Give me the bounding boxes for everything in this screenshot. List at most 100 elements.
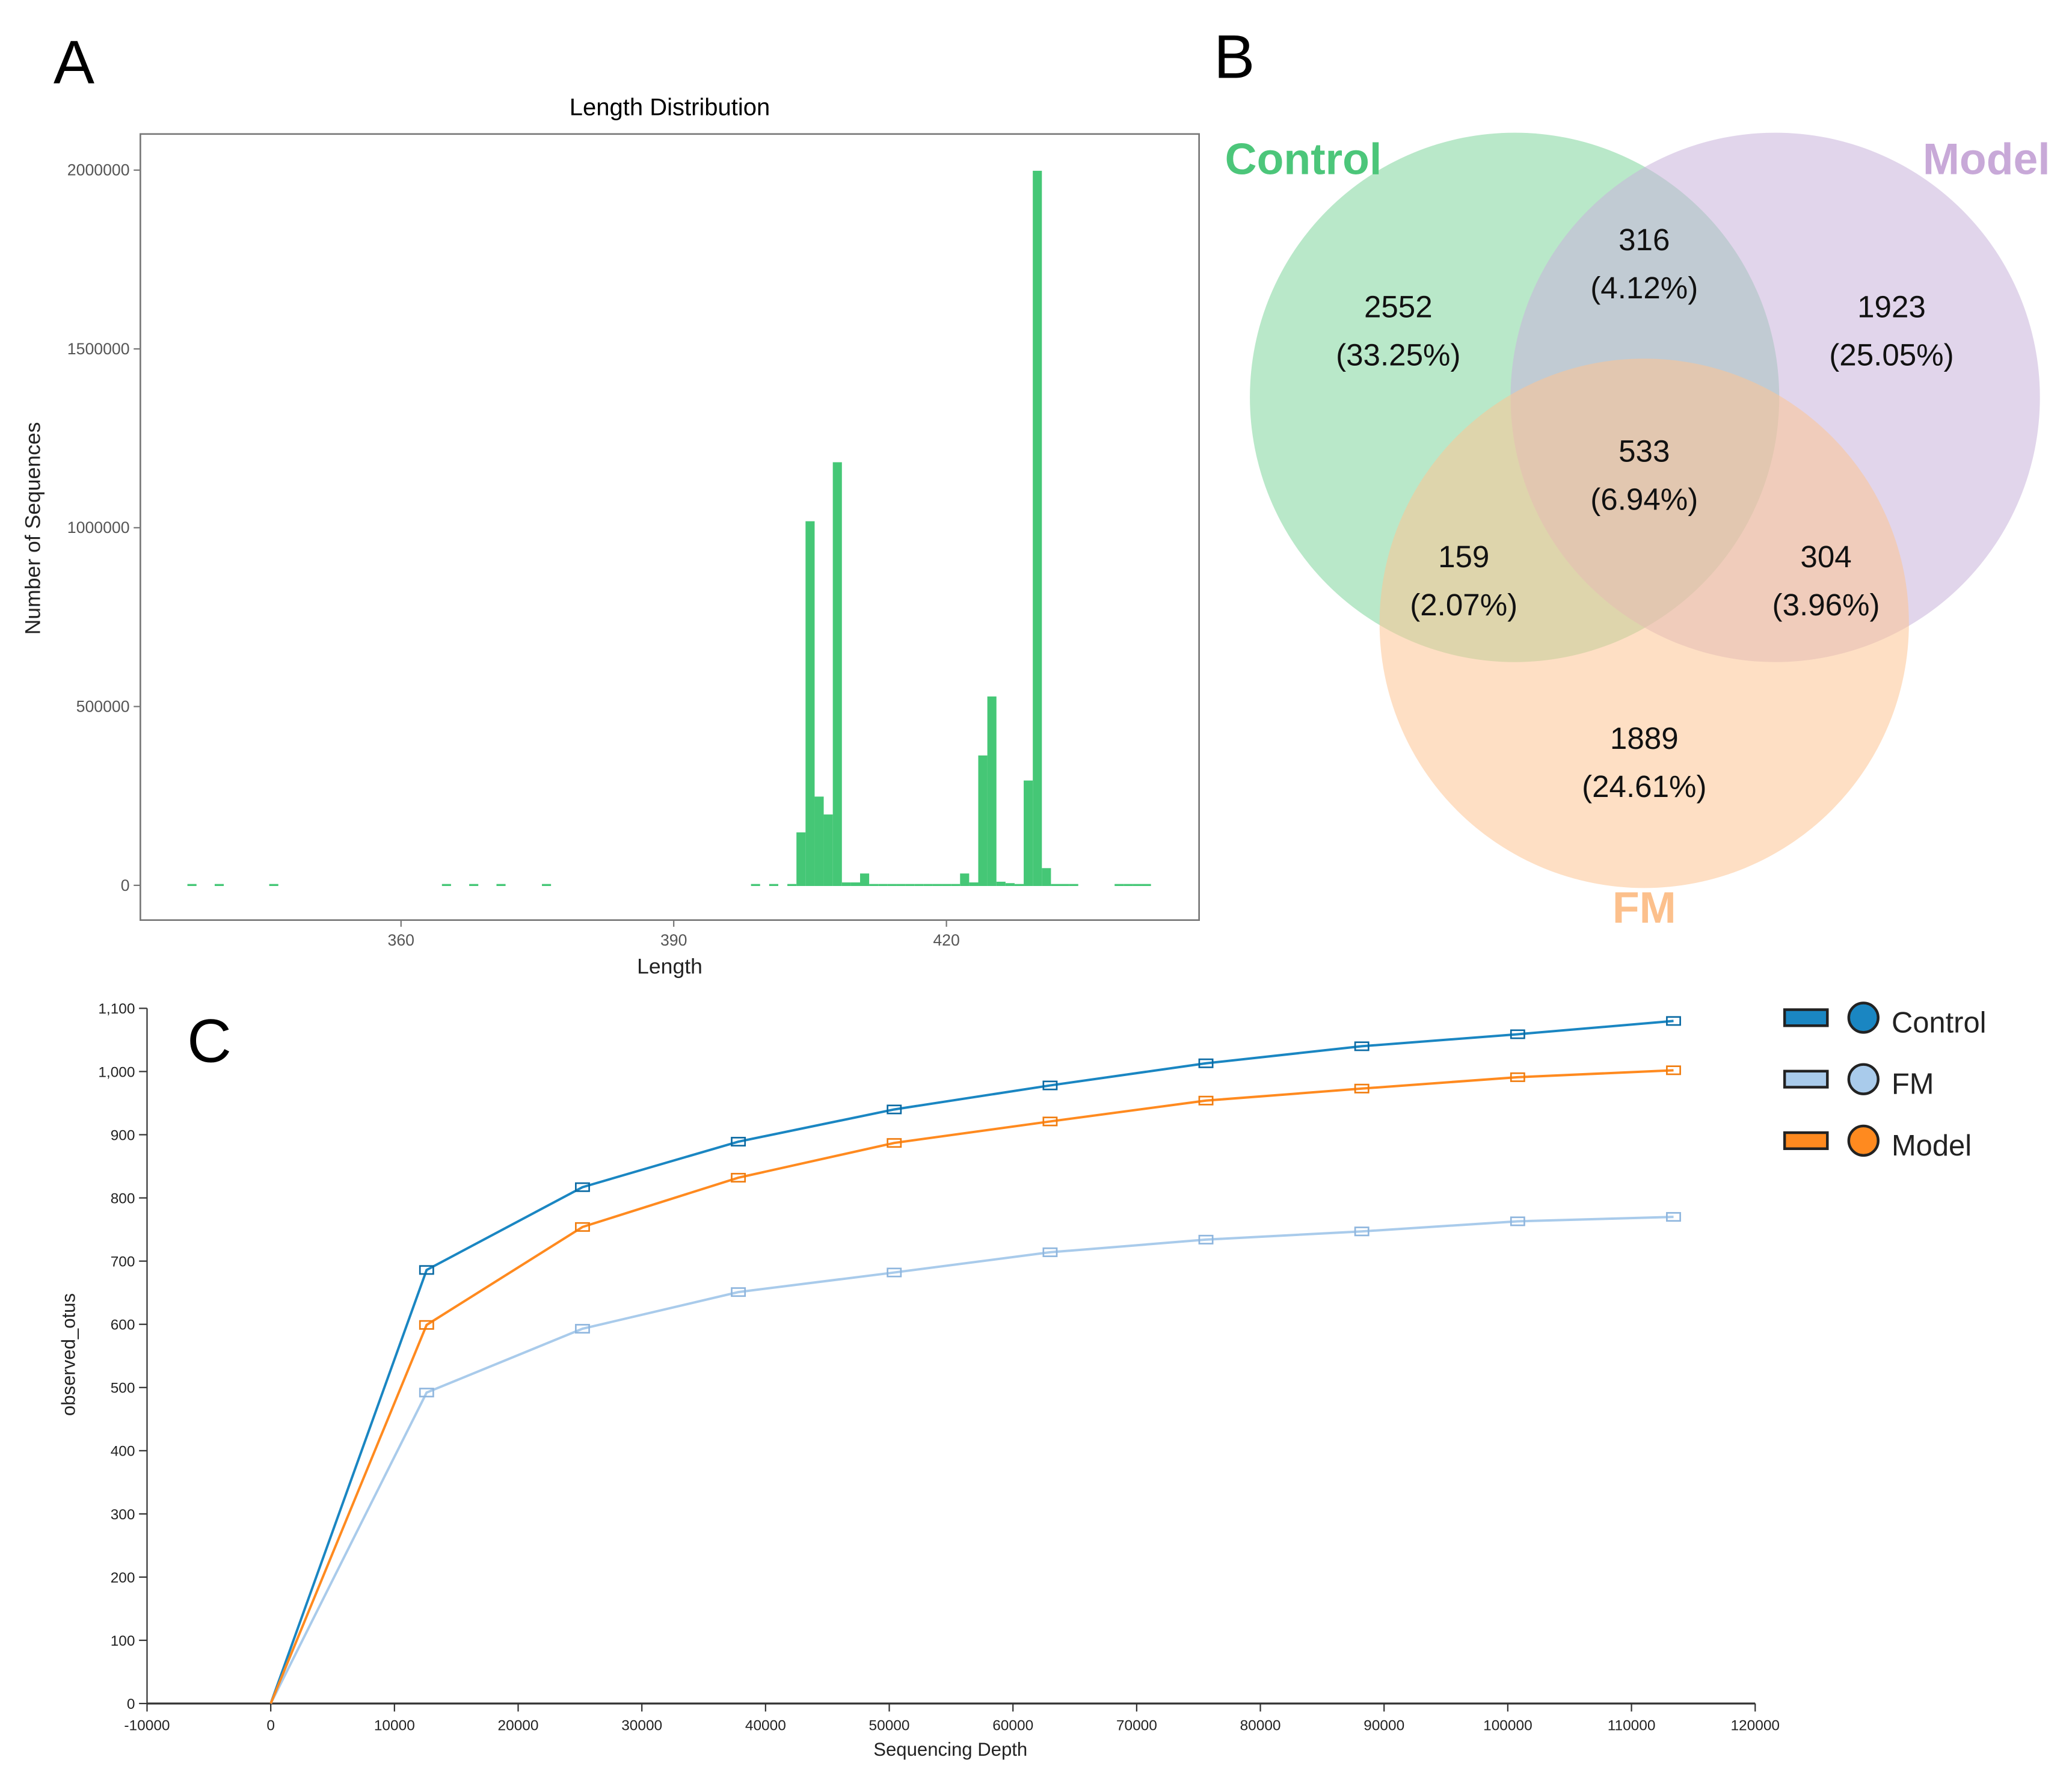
- y-tick-label: 0: [127, 1696, 135, 1712]
- venn-set-label: FM: [1612, 883, 1676, 932]
- x-tick-label: 40000: [745, 1718, 786, 1734]
- length-distribution-chart: Length Distribution Length Number of Seq…: [21, 94, 1200, 979]
- histogram-bar: [796, 832, 806, 886]
- venn-set-label: Model: [1923, 134, 2050, 183]
- venn-circle-fm: [1379, 358, 1909, 888]
- y-tick-label: 1,000: [98, 1064, 135, 1080]
- data-point: [1666, 1016, 1681, 1026]
- histogram-bar: [1124, 884, 1133, 886]
- y-tick-label: 800: [111, 1190, 135, 1207]
- histogram-bar: [751, 884, 760, 886]
- data-point: [1354, 1226, 1370, 1237]
- histogram-bar: [787, 884, 797, 886]
- histogram-bar: [923, 884, 933, 886]
- data-point: [1198, 1058, 1214, 1068]
- histogram-bar: [914, 884, 924, 886]
- histogram-bar: [496, 884, 506, 886]
- series-line-control: [269, 1020, 1674, 1704]
- histogram-bar: [187, 884, 197, 886]
- x-tick-label: 90000: [1363, 1718, 1404, 1734]
- histogram-bar: [978, 755, 988, 886]
- histogram-bar: [987, 696, 997, 886]
- x-tick-label: 10000: [374, 1718, 415, 1734]
- histogram-bar: [1133, 884, 1142, 886]
- venn-region-percent: (2.07%): [1410, 588, 1517, 622]
- histogram-bar: [841, 882, 851, 886]
- data-point: [1042, 1116, 1058, 1127]
- histogram-bar: [960, 873, 970, 886]
- x-tick-label: 60000: [992, 1718, 1033, 1734]
- data-point: [1666, 1212, 1681, 1222]
- histogram-bar: [1142, 884, 1151, 886]
- y-tick-label: 600: [111, 1317, 135, 1334]
- y-tick-label: 200: [111, 1570, 135, 1586]
- histogram-bar: [1014, 884, 1024, 886]
- venn-set-label: Control: [1225, 134, 1382, 183]
- data-point: [1354, 1083, 1370, 1094]
- y-axis-label: observed_otus: [58, 1293, 79, 1416]
- histogram-bar: [441, 884, 451, 886]
- y-axis-label: Number of Sequences: [21, 422, 45, 635]
- histogram-bar: [1005, 883, 1015, 886]
- data-point: [1510, 1072, 1525, 1082]
- data-point: [1198, 1095, 1214, 1106]
- x-tick-label: 80000: [1240, 1718, 1281, 1734]
- y-tick-label: 500000: [76, 698, 130, 716]
- data-point: [1042, 1080, 1058, 1091]
- y-tick-label: 1,100: [98, 1001, 135, 1017]
- x-axis-label: Sequencing Depth: [873, 1739, 1027, 1760]
- y-tick-label: 500: [111, 1380, 135, 1397]
- y-tick-label: 2000000: [67, 161, 130, 179]
- legend-label: Model: [1892, 1130, 1972, 1162]
- x-tick-label: 110000: [1608, 1718, 1656, 1734]
- data-point: [887, 1267, 902, 1278]
- histogram-bar: [814, 796, 824, 886]
- histogram-bar: [942, 884, 951, 886]
- legend-label: FM: [1892, 1068, 1934, 1101]
- x-tick-label: 120000: [1730, 1718, 1780, 1734]
- histogram-bar: [832, 462, 842, 886]
- venn-region-percent: (3.96%): [1772, 588, 1880, 622]
- y-tick-label: 700: [111, 1254, 135, 1270]
- histogram-bar: [850, 882, 861, 886]
- histogram-bar: [1024, 780, 1033, 886]
- panel-label-c: C: [187, 1006, 232, 1075]
- x-tick-label: -10000: [124, 1718, 170, 1734]
- x-tick-label: 100000: [1483, 1718, 1532, 1734]
- data-point: [1198, 1234, 1214, 1244]
- panel-label-b: B: [1214, 22, 1255, 91]
- venn-region-count: 1889: [1610, 721, 1679, 755]
- y-tick-label: 900: [111, 1127, 135, 1143]
- venn-region-count: 316: [1619, 223, 1670, 257]
- data-point: [575, 1324, 590, 1334]
- legend-swatch-circle: [1847, 1124, 1880, 1157]
- histogram-bar: [860, 873, 870, 886]
- legend-swatch-circle: [1847, 1001, 1880, 1034]
- chart-title: Length Distribution: [570, 94, 770, 121]
- x-tick-label: 70000: [1116, 1718, 1157, 1734]
- data-point: [731, 1137, 746, 1147]
- series-line-model: [269, 1069, 1674, 1704]
- histogram-bar: [996, 881, 1006, 886]
- histogram-bar: [951, 884, 961, 886]
- x-tick-label: 50000: [869, 1718, 910, 1734]
- histogram-bar: [905, 884, 915, 886]
- x-tick-label: 30000: [621, 1718, 662, 1734]
- x-tick-label: 420: [933, 931, 959, 949]
- histogram-bar: [1114, 884, 1124, 886]
- data-point: [1510, 1216, 1525, 1226]
- histogram-bar: [932, 884, 942, 886]
- y-tick-label: 1500000: [67, 340, 130, 358]
- histogram-bar: [969, 882, 979, 886]
- histogram-bar: [542, 884, 552, 886]
- histogram-bar: [214, 884, 224, 886]
- venn-region-percent: (25.05%): [1829, 337, 1954, 372]
- x-tick-label: 0: [266, 1718, 275, 1734]
- legend-swatch-circle: [1847, 1063, 1880, 1095]
- histogram-bar: [1033, 170, 1042, 887]
- venn-region-percent: (6.94%): [1590, 482, 1698, 516]
- x-tick-label: 360: [388, 931, 414, 949]
- data-point: [419, 1265, 434, 1275]
- venn-region-count: 159: [1438, 540, 1489, 574]
